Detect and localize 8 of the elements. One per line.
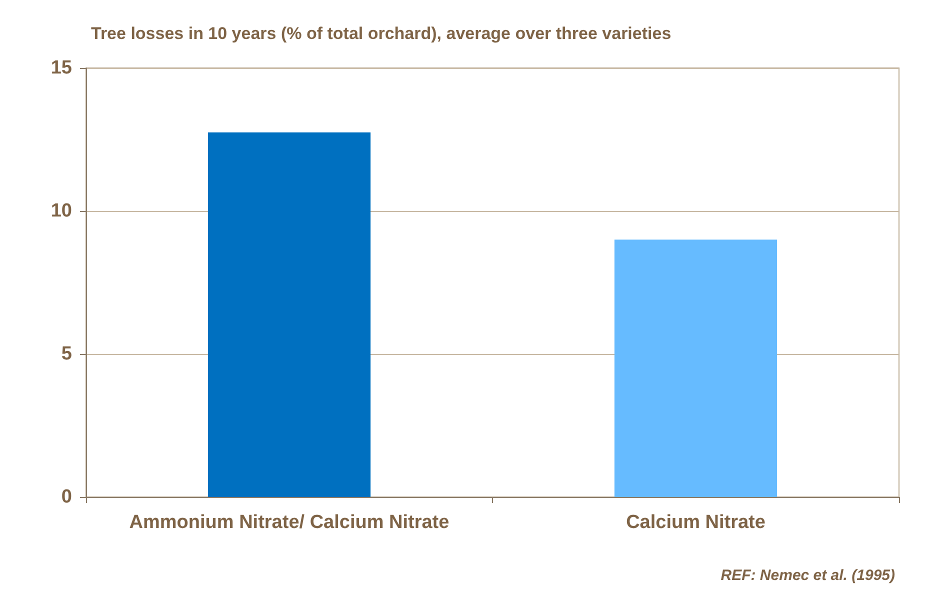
y-tick-label: 10: [50, 200, 72, 222]
y-tick-label: 5: [61, 344, 72, 364]
x-tick-label: Calcium Nitrate: [626, 512, 766, 533]
x-tick-label: Ammonium Nitrate/ Calcium Nitrate: [129, 512, 450, 533]
chart-title: Tree losses in 10 years (% of total orchard), average over three varieties: [91, 24, 672, 43]
text: REF: Nemec et al. (1995): [720, 567, 896, 584]
y-tick-label: 15: [50, 58, 72, 78]
y-tick-label: 0: [61, 486, 72, 508]
